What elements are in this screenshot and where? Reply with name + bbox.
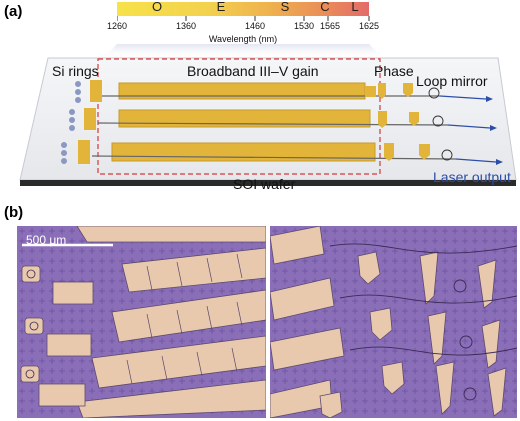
laser-row-1 — [100, 82, 493, 102]
panel-b-label: (b) — [4, 204, 24, 221]
scale-bar-label: 500 μm — [26, 233, 67, 247]
band-e: E — [216, 0, 226, 14]
si-ring-stack-2 — [69, 108, 96, 131]
label-laser-output: Laser output — [433, 169, 511, 185]
laser-row-2 — [97, 109, 497, 131]
band-o: O — [151, 0, 163, 14]
label-gain: Broadband III–V gain — [187, 63, 319, 79]
label-phase: Phase — [374, 63, 414, 79]
tick-1260: 1260 — [106, 21, 128, 31]
device-schematic — [19, 44, 517, 186]
wavelength-spectrum-bar — [117, 2, 369, 16]
laser-row-3 — [91, 142, 503, 165]
label-soi-wafer: SOI wafer — [233, 176, 296, 192]
label-loop-mirror: Loop mirror — [416, 73, 488, 89]
tick-1530: 1530 — [293, 21, 315, 31]
wavelength-ticks — [117, 16, 370, 21]
wavelength-axis-title: Wavelength (nm) — [208, 34, 278, 44]
tick-1460: 1460 — [244, 21, 266, 31]
si-ring-stack-3 — [61, 140, 90, 164]
spectrum-projection — [103, 44, 383, 59]
band-l: L — [351, 0, 359, 14]
band-c: C — [320, 0, 330, 14]
panel-a-label: (a) — [4, 3, 23, 20]
tick-1360: 1360 — [175, 21, 197, 31]
tick-1565: 1565 — [319, 21, 341, 31]
tick-1625: 1625 — [358, 21, 380, 31]
soi-wafer-edge — [20, 180, 516, 186]
band-s: S — [280, 0, 290, 14]
micrograph-left — [17, 226, 266, 418]
micrograph-right — [270, 226, 517, 418]
label-si-rings: Si rings — [52, 63, 99, 79]
si-ring-stack-1 — [75, 80, 102, 103]
